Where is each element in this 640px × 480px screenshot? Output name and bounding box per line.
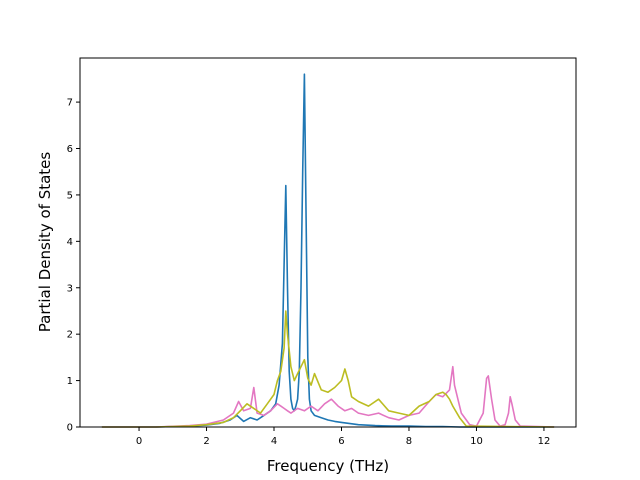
y-tick-label: 0 [67,423,73,434]
y-tick-label: 6 [67,144,73,155]
x-tick-label: 0 [136,436,142,447]
y-tick-label: 1 [67,376,73,387]
x-tick-label: 6 [338,436,344,447]
plot-lines [101,73,555,428]
y-tick-label: 2 [67,330,73,341]
y-tick-label: 4 [67,237,73,248]
y-tick-label: 3 [67,283,73,294]
x-tick-label: 2 [203,436,209,447]
x-axis-label: Frequency (THz) [267,457,389,475]
x-tick-label: 4 [271,436,277,447]
y-axis-ticks: 0 1 2 3 4 5 6 7 [67,98,80,434]
plot-frame [79,57,577,428]
y-tick-label: 5 [67,190,73,201]
x-tick-label: 8 [406,436,412,447]
x-tick-label: 12 [538,436,551,447]
series-line-1 [101,73,555,428]
series-line-3 [101,310,555,428]
series-line-2 [101,365,555,428]
x-axis-ticks: 0 2 4 6 8 10 12 [136,427,550,447]
y-tick-label: 7 [67,98,73,109]
x-tick-label: 10 [470,436,483,447]
y-axis-label: Partial Density of States [36,152,54,333]
